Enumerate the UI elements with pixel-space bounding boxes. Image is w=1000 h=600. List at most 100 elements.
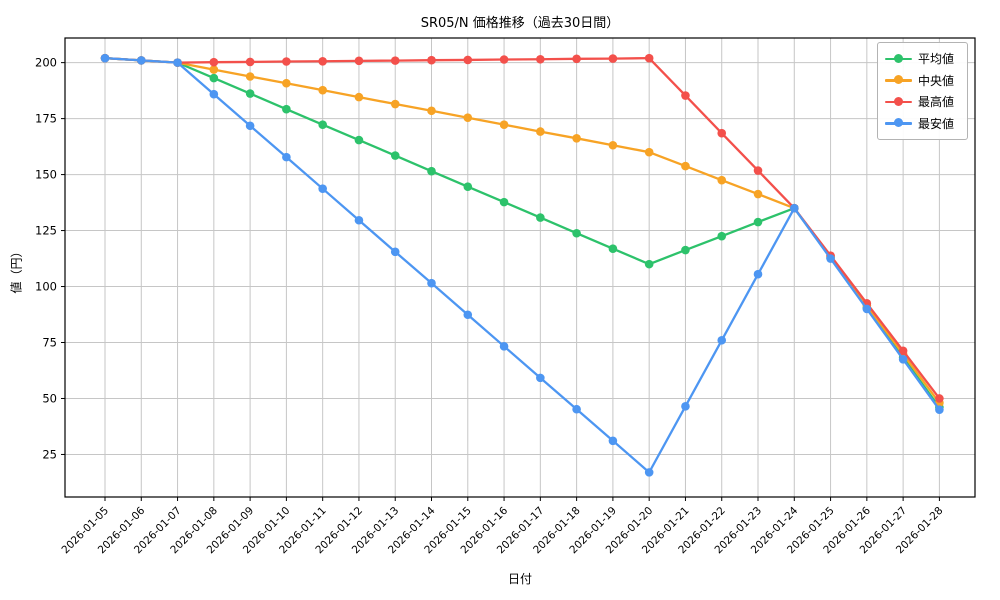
data-point-min bbox=[572, 404, 581, 414]
data-point-avg bbox=[572, 228, 581, 238]
data-point-max bbox=[499, 55, 509, 64]
data-point-min bbox=[644, 468, 654, 477]
y-tick-label: 100 bbox=[35, 280, 57, 294]
data-point-min bbox=[862, 304, 872, 314]
data-point-median bbox=[753, 189, 763, 199]
data-point-max bbox=[463, 55, 473, 65]
data-point-avg bbox=[644, 259, 654, 269]
data-point-median bbox=[499, 120, 509, 129]
data-point-max bbox=[318, 56, 327, 66]
data-point-median bbox=[427, 106, 436, 116]
data-point-max bbox=[209, 57, 219, 67]
data-point-median bbox=[572, 134, 581, 143]
legend-label-max: 最高値 bbox=[918, 95, 955, 110]
data-point-min bbox=[681, 402, 690, 411]
data-point-max bbox=[572, 54, 581, 64]
data-point-avg bbox=[681, 245, 690, 255]
data-point-avg bbox=[354, 135, 364, 145]
x-axis-title: 日付 bbox=[507, 572, 532, 586]
data-point-min bbox=[245, 121, 255, 131]
data-point-min bbox=[717, 335, 727, 345]
data-point-avg bbox=[245, 89, 255, 98]
legend-label-median: 中央値 bbox=[918, 73, 955, 88]
data-point-max bbox=[717, 128, 727, 138]
data-point-avg bbox=[427, 166, 436, 176]
legend-label-avg: 平均値 bbox=[918, 52, 955, 67]
data-point-min bbox=[536, 373, 545, 383]
data-point-max bbox=[354, 56, 364, 66]
data-point-avg bbox=[390, 151, 400, 160]
data-point-max bbox=[608, 54, 618, 63]
data-point-max bbox=[536, 54, 545, 64]
y-tick-label: 125 bbox=[35, 224, 57, 238]
line-marker-icon bbox=[885, 75, 912, 85]
y-tick-label: 50 bbox=[42, 391, 57, 405]
data-point-min bbox=[354, 215, 364, 225]
data-point-max bbox=[390, 56, 400, 65]
data-point-max bbox=[245, 57, 255, 67]
data-point-median bbox=[390, 99, 400, 109]
legend-item-max: 最高値 bbox=[885, 91, 959, 113]
chart-title: SR05/N 価格推移（過去30日間） bbox=[420, 16, 620, 31]
y-tick-label: 200 bbox=[35, 56, 57, 70]
data-point-avg bbox=[536, 213, 545, 222]
data-point-avg bbox=[608, 244, 618, 253]
data-point-avg bbox=[499, 197, 509, 207]
data-point-avg bbox=[209, 73, 219, 83]
data-point-avg bbox=[282, 104, 291, 114]
legend-item-median: 中央値 bbox=[885, 70, 959, 92]
legend-item-avg: 平均値 bbox=[885, 48, 959, 70]
data-point-min bbox=[282, 152, 291, 162]
data-point-median bbox=[536, 127, 545, 136]
data-point-min bbox=[463, 310, 473, 320]
legend-item-min: 最安値 bbox=[885, 113, 959, 135]
data-point-min bbox=[318, 184, 327, 193]
data-point-median bbox=[354, 92, 364, 102]
data-point-min bbox=[136, 56, 146, 65]
line-marker-icon bbox=[885, 96, 912, 107]
data-point-min bbox=[427, 278, 436, 288]
data-point-median bbox=[608, 140, 618, 150]
data-point-median bbox=[681, 161, 690, 171]
data-point-max bbox=[427, 55, 436, 65]
data-point-avg bbox=[318, 120, 327, 129]
data-point-max bbox=[935, 394, 944, 403]
data-point-median bbox=[282, 78, 291, 88]
data-point-median bbox=[717, 175, 727, 185]
data-point-min bbox=[608, 436, 618, 446]
legend-label-min: 最安値 bbox=[918, 116, 955, 131]
data-point-avg bbox=[717, 231, 727, 241]
data-point-min bbox=[390, 247, 400, 257]
data-point-avg bbox=[463, 182, 473, 191]
data-point-max bbox=[681, 91, 690, 100]
data-point-max bbox=[282, 57, 291, 66]
series-line-min bbox=[104, 57, 941, 474]
line-marker-icon bbox=[885, 118, 912, 128]
axes-frame bbox=[64, 37, 976, 498]
data-point-min bbox=[209, 89, 219, 99]
data-point-min bbox=[499, 342, 509, 351]
data-point-min bbox=[753, 269, 763, 279]
data-point-min bbox=[173, 58, 182, 67]
y-tick-label: 75 bbox=[42, 336, 57, 350]
y-axis-title: 値（円） bbox=[9, 245, 24, 294]
data-point-min bbox=[826, 254, 835, 263]
data-point-min bbox=[935, 405, 944, 414]
data-point-median bbox=[644, 147, 654, 157]
data-point-median bbox=[463, 113, 473, 123]
legend: 平均値 中央値 最高値 最安値 bbox=[877, 42, 968, 140]
data-point-max bbox=[753, 166, 763, 175]
data-point-max bbox=[898, 346, 908, 356]
line-marker-icon bbox=[885, 53, 912, 64]
data-point-avg bbox=[753, 217, 763, 227]
data-point-median bbox=[245, 72, 255, 81]
data-point-max bbox=[644, 53, 654, 63]
data-point-median bbox=[209, 65, 219, 74]
y-tick-label: 150 bbox=[35, 168, 57, 182]
data-point-min bbox=[898, 355, 908, 364]
y-tick-label: 175 bbox=[35, 112, 57, 126]
y-tick-label: 25 bbox=[42, 447, 57, 461]
data-point-min bbox=[100, 53, 110, 63]
